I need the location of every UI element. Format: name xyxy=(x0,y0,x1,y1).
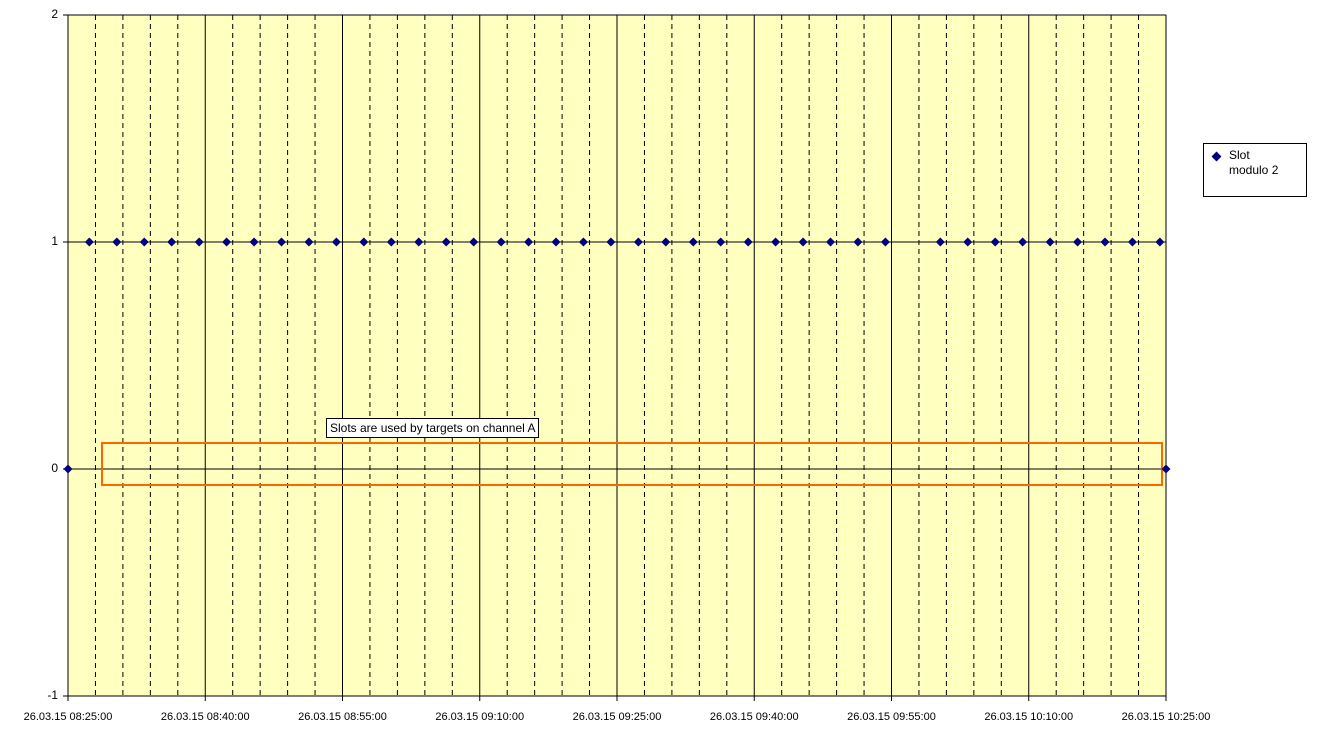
marker xyxy=(63,464,73,474)
marker xyxy=(1100,237,1110,247)
y-tick-label: 2 xyxy=(51,7,58,21)
marker xyxy=(1018,237,1028,247)
x-tick-label: 26.03.15 09:40:00 xyxy=(710,711,799,723)
marker xyxy=(1127,237,1137,247)
marker xyxy=(1073,237,1083,247)
marker xyxy=(853,237,863,247)
marker xyxy=(84,237,94,247)
marker xyxy=(1155,237,1165,247)
y-tick-label: -1 xyxy=(47,688,58,702)
marker xyxy=(606,237,616,247)
marker xyxy=(139,237,149,247)
marker xyxy=(771,237,781,247)
marker xyxy=(578,237,588,247)
legend-label: Slot modulo 2 xyxy=(1229,148,1279,177)
marker xyxy=(194,237,204,247)
marker xyxy=(880,237,890,247)
legend-marker xyxy=(1211,151,1222,162)
marker xyxy=(386,237,396,247)
x-tick-label: 26.03.15 10:10:00 xyxy=(984,711,1073,723)
marker xyxy=(167,237,177,247)
marker xyxy=(935,237,945,247)
marker xyxy=(1045,237,1055,247)
marker xyxy=(331,237,341,247)
y-tick-label: 0 xyxy=(51,461,58,475)
marker xyxy=(798,237,808,247)
marker xyxy=(633,237,643,247)
marker xyxy=(716,237,726,247)
marker xyxy=(496,237,506,247)
marker xyxy=(524,237,534,247)
marker xyxy=(469,237,479,247)
x-tick-label: 26.03.15 08:55:00 xyxy=(298,711,387,723)
x-tick-label: 26.03.15 10:25:00 xyxy=(1122,711,1211,723)
marker xyxy=(963,237,973,247)
x-tick-label: 26.03.15 09:10:00 xyxy=(435,711,524,723)
marker xyxy=(1161,464,1171,474)
marker xyxy=(414,237,424,247)
marker xyxy=(551,237,561,247)
marker xyxy=(249,237,259,247)
marker xyxy=(277,237,286,247)
legend: Slot modulo 2 xyxy=(1203,143,1307,197)
marker xyxy=(112,237,122,247)
marker xyxy=(743,237,753,247)
x-tick-label: 26.03.15 09:55:00 xyxy=(847,711,936,723)
annotation: Slots are used by targets on channel A xyxy=(326,418,540,438)
x-tick-label: 26.03.15 09:25:00 xyxy=(573,711,662,723)
marker xyxy=(688,237,698,247)
marker xyxy=(441,237,451,247)
marker xyxy=(661,237,671,247)
marker xyxy=(826,237,835,247)
marker xyxy=(304,237,314,247)
x-tick-label: 26.03.15 08:25:00 xyxy=(24,711,113,723)
marker xyxy=(222,237,232,247)
highlight-box xyxy=(101,442,1163,486)
x-tick-label: 26.03.15 08:40:00 xyxy=(161,711,250,723)
marker xyxy=(990,237,1000,247)
marker xyxy=(359,237,369,247)
y-tick-label: 1 xyxy=(51,234,58,248)
